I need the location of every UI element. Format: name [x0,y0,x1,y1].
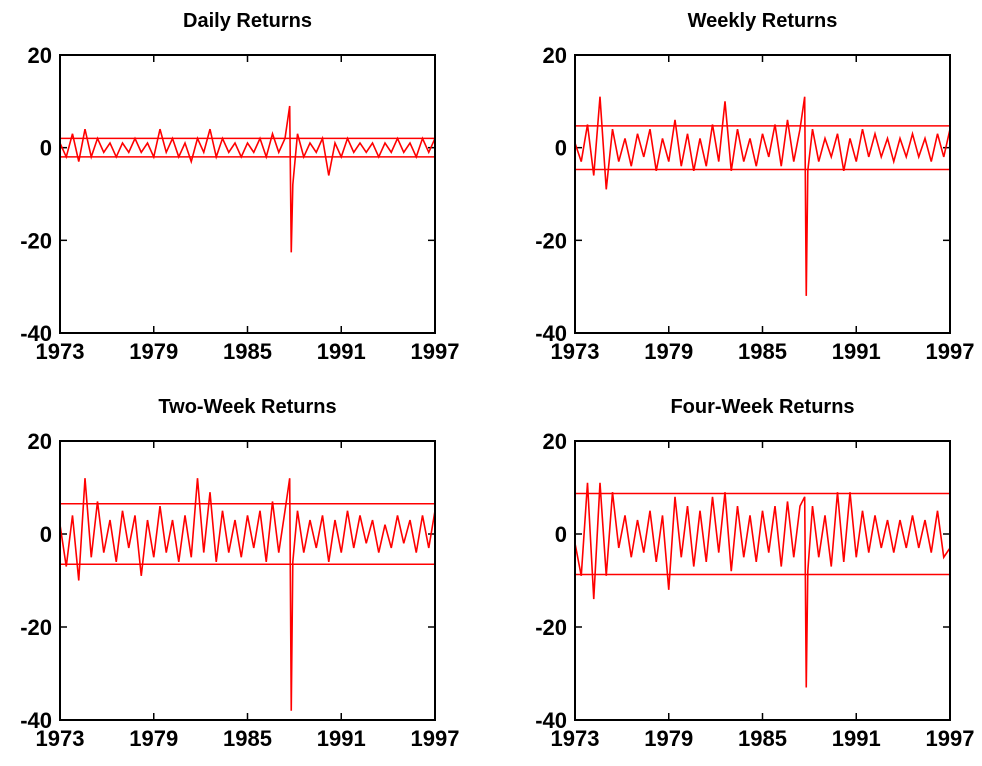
x-tick-label: 1985 [738,726,787,751]
series-line [59,478,436,711]
series-line [574,96,951,296]
x-tick-label: 1985 [738,339,787,364]
y-tick-label: 20 [28,429,52,454]
y-tick-label: -40 [20,708,52,733]
x-tick-label: 1997 [411,339,460,364]
chart-title: Weekly Returns [688,10,838,32]
y-tick-label: 0 [40,136,52,161]
y-tick-label: -20 [535,615,567,640]
plot-frame [59,440,436,721]
chart-title: Four-Week Returns [670,396,854,418]
y-tick-label: -20 [20,228,52,253]
x-tick-label: 1979 [644,339,693,364]
x-tick-label: 1973 [551,339,600,364]
x-tick-label: 1985 [223,339,272,364]
y-tick-label: 20 [543,429,567,454]
series-line [574,482,951,688]
x-tick-label: 1997 [926,339,975,364]
y-tick-label: -20 [20,615,52,640]
x-tick-label: 1973 [36,339,85,364]
x-tick-label: 1997 [926,726,975,751]
series-line [59,105,436,253]
x-tick-label: 1979 [129,339,178,364]
plot-frame [59,54,436,334]
y-tick-label: 20 [543,43,567,68]
x-tick-label: 1991 [317,339,366,364]
y-tick-label: -40 [535,321,567,346]
plot-frame [574,54,951,334]
x-tick-label: 1997 [411,726,460,751]
x-tick-label: 1979 [129,726,178,751]
chart-title: Daily Returns [183,10,312,32]
y-tick-label: -40 [535,708,567,733]
x-tick-label: 1973 [36,726,85,751]
x-tick-label: 1991 [317,726,366,751]
y-tick-label: -40 [20,321,52,346]
y-tick-label: -20 [535,228,567,253]
y-tick-label: 0 [555,522,567,547]
x-tick-label: 1991 [832,726,881,751]
y-tick-label: 0 [555,136,567,161]
x-tick-label: 1979 [644,726,693,751]
y-tick-label: 0 [40,522,52,547]
chart-title: Two-Week Returns [158,396,336,418]
y-tick-label: 20 [28,43,52,68]
x-tick-label: 1985 [223,726,272,751]
x-tick-label: 1991 [832,339,881,364]
x-tick-label: 1973 [551,726,600,751]
plot-frame [574,440,951,721]
